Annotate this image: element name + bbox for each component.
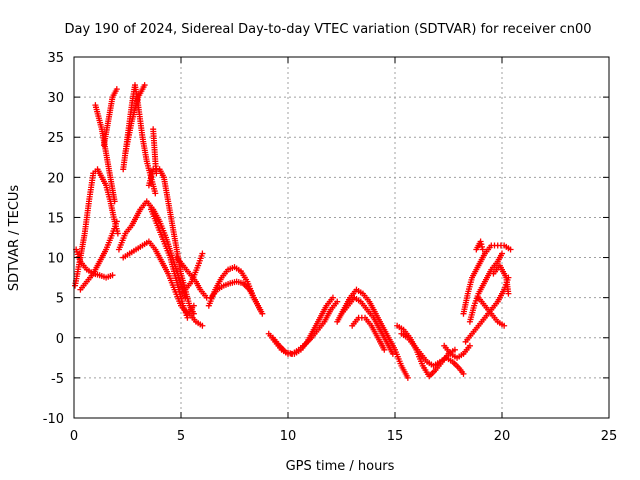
- grid-lines: [74, 57, 609, 418]
- y-tick-label: -5: [51, 372, 64, 387]
- data-point: [152, 190, 159, 197]
- data-point: [451, 346, 458, 353]
- y-axis-label: SDTVAR / TECUs: [7, 185, 22, 292]
- data-point: [199, 322, 206, 329]
- y-tick-label: 20: [47, 171, 64, 186]
- data-point: [501, 322, 508, 329]
- y-tick-label: 5: [56, 292, 64, 307]
- series-track-14: [182, 250, 206, 293]
- chart-title: Day 190 of 2024, Sidereal Day-to-day VTE…: [64, 22, 591, 37]
- data-point: [111, 198, 118, 205]
- data-point: [477, 238, 484, 245]
- series-track-10: [145, 166, 197, 317]
- data-point: [404, 374, 411, 381]
- data-point: [329, 294, 336, 301]
- y-tick-label: 30: [47, 91, 64, 106]
- y-tick-label: -10: [43, 412, 64, 427]
- series-track-11: [148, 206, 191, 321]
- data-point: [199, 250, 206, 257]
- x-tick-label: 20: [494, 429, 511, 444]
- y-tick-label: 35: [47, 51, 64, 66]
- series-track-31: [490, 262, 512, 297]
- data-points: [72, 82, 514, 381]
- data-point: [479, 243, 486, 250]
- series-track-12: [150, 126, 160, 177]
- data-point: [184, 314, 191, 321]
- data-point: [113, 86, 120, 93]
- y-tick-label: 0: [56, 332, 64, 347]
- data-point: [460, 370, 467, 377]
- series-track-17: [207, 278, 266, 317]
- data-point: [113, 218, 120, 225]
- series-track-3: [77, 218, 120, 293]
- data-point: [499, 250, 505, 257]
- data-point: [153, 170, 160, 177]
- x-tick-label: 15: [387, 429, 404, 444]
- data-point: [505, 290, 512, 297]
- series-track-22: [349, 314, 388, 353]
- y-tick-label: 10: [47, 252, 64, 267]
- data-point: [478, 241, 485, 248]
- series-track-25: [441, 342, 473, 361]
- axis-ticks: 0 5 10 15 20 25 -10 -5 0 5 10 15 20 25 30 35: [43, 51, 618, 444]
- data-point: [141, 82, 148, 89]
- series-track-24: [398, 330, 467, 377]
- data-point: [334, 298, 341, 305]
- x-tick-label: 10: [280, 429, 297, 444]
- plot-frame: [73, 56, 610, 419]
- series-track-26: [460, 242, 514, 317]
- data-point: [259, 310, 266, 317]
- series-track-19: [270, 298, 341, 357]
- y-tick-label: 25: [47, 131, 64, 146]
- series-track-15: [186, 310, 206, 329]
- series-track-9: [120, 238, 197, 317]
- data-point: [381, 346, 388, 353]
- series-track-21: [338, 294, 396, 357]
- y-tick-label: 15: [47, 211, 64, 226]
- series-track-27: [466, 250, 505, 325]
- series-track-29: [475, 294, 508, 329]
- series-track-30: [473, 238, 486, 253]
- data-point: [114, 230, 121, 237]
- data-point: [389, 350, 396, 357]
- data-point: [507, 246, 514, 253]
- data-point: [479, 246, 486, 253]
- data-point: [109, 272, 116, 279]
- x-tick-label: 0: [70, 429, 78, 444]
- series-track-5: [100, 86, 120, 149]
- x-axis-label: GPS time / hours: [286, 459, 395, 474]
- series-track-4: [92, 102, 118, 205]
- series-track-16: [205, 264, 264, 313]
- series-track-7: [122, 82, 148, 157]
- series-track-1: [72, 166, 121, 289]
- x-tick-label: 25: [601, 429, 618, 444]
- data-point: [466, 342, 473, 349]
- x-tick-label: 5: [177, 429, 185, 444]
